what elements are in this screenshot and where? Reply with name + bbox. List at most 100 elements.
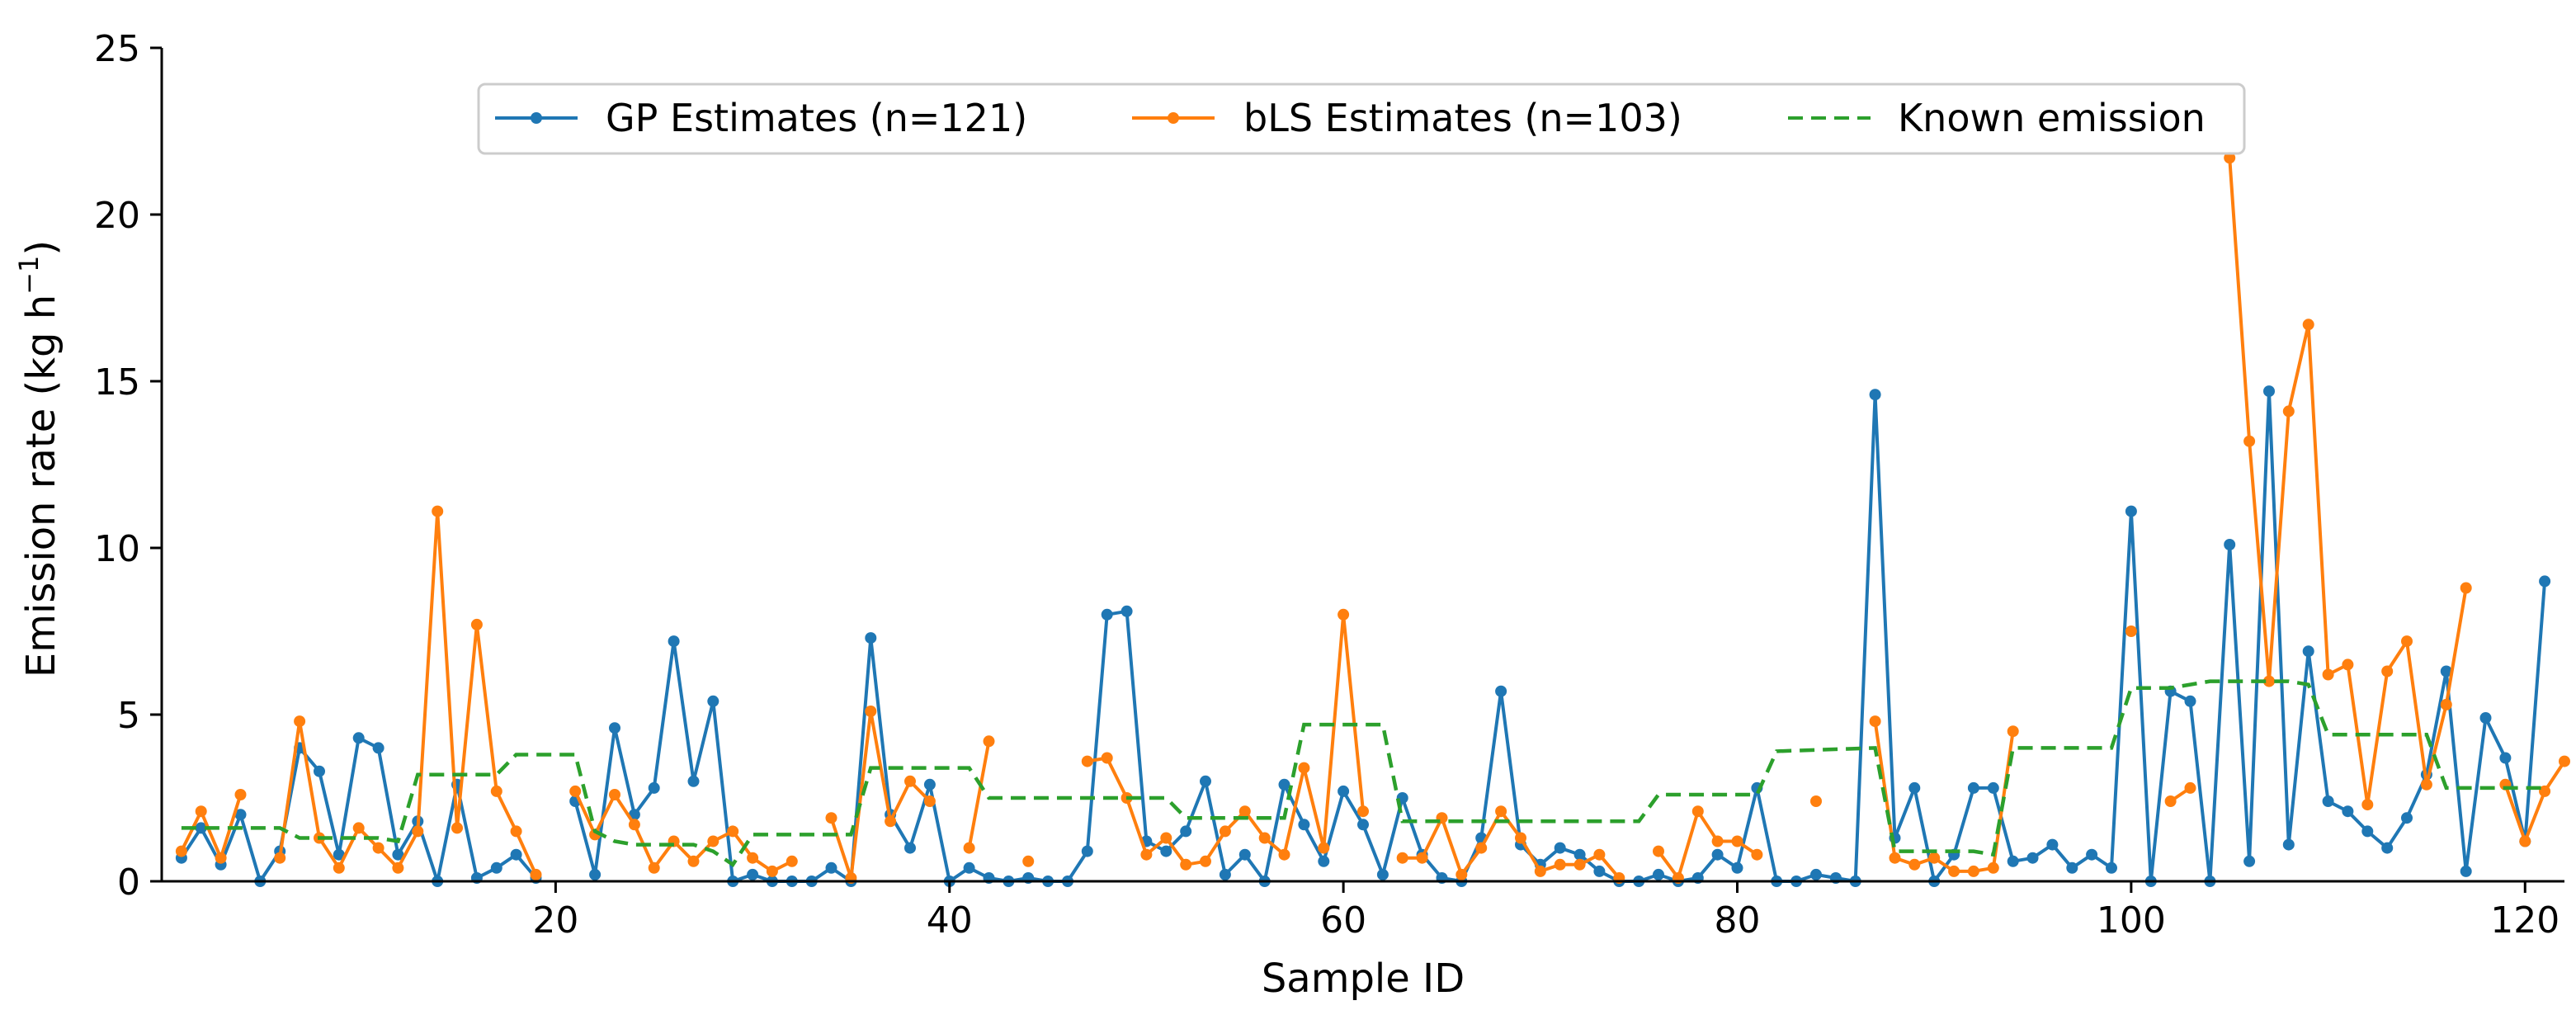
data-point [1967,781,1979,794]
data-point [1495,805,1507,818]
data-point [1357,805,1369,818]
data-point [274,852,286,864]
data-point [1928,852,1941,864]
data-point [1396,852,1408,864]
data-point [2263,675,2275,687]
y-tick-label: 20 [94,195,140,237]
data-point [1338,785,1350,797]
data-point [1573,858,1586,871]
x-tick-label: 60 [1320,899,1366,942]
x-tick-label: 100 [2097,899,2166,942]
data-point [2559,755,2570,767]
data-point [432,505,444,517]
data-point [2164,795,2177,807]
data-point [2361,825,2374,838]
data-point [1200,855,1211,867]
data-point [352,822,365,834]
y-axis-title: Emission rate (kg h−1) [13,240,64,677]
data-point [392,848,404,861]
x-tick-label: 40 [927,899,973,942]
data-point [1180,858,1192,871]
data-point [1298,762,1310,774]
legend-marker-bls [1168,112,1179,124]
y-axis-title-superscript: −1 [13,256,45,295]
data-point [648,781,660,794]
data-point [1751,848,1763,861]
data-point [1101,752,1113,764]
data-point [1200,775,1211,787]
y-tick-label: 10 [94,528,140,570]
data-point [1278,778,1290,791]
data-point [234,809,247,821]
data-point [2322,795,2334,807]
data-point [1219,868,1231,880]
data-point [1889,852,1901,864]
data-point [1593,848,1606,861]
data-point [2302,319,2314,331]
data-point [195,822,207,834]
data-point [1534,865,1546,877]
data-point [609,789,620,800]
data-point [1238,805,1251,818]
data-point [865,706,877,717]
data-point [2499,752,2512,764]
data-point [2401,635,2413,648]
data-point [923,778,936,791]
data-point [1338,608,1350,621]
series-bls-estimates-n-103 [175,152,2570,884]
data-point [2106,861,2117,874]
data-point [707,695,719,707]
data-point [2184,695,2196,707]
data-point [2224,539,2236,550]
data-point [766,865,778,877]
data-point [2440,698,2452,710]
data-point [1081,755,1093,767]
data-point [983,735,995,748]
data-point [1711,835,1724,847]
data-point [668,635,680,648]
data-point [510,825,522,838]
data-point [727,825,739,838]
data-point [2460,582,2472,594]
data-point [628,819,640,831]
series-known-emission [181,679,2545,867]
data-point [195,805,207,818]
data-point [2243,855,2256,867]
data-point [1731,835,1743,847]
x-axis-title: Sample ID [1262,956,1465,1002]
data-point [1731,861,1743,874]
y-tick-label: 15 [94,361,140,404]
data-point [825,812,837,824]
data-point [352,732,365,744]
data-point [904,842,916,854]
data-point [2046,838,2059,851]
data-point [1238,848,1251,861]
data-point [2184,781,2196,794]
data-point [2282,405,2295,418]
data-point [215,852,227,864]
data-point [865,632,877,644]
data-point [2243,435,2256,447]
data-point [1810,795,1822,807]
data-point [2224,152,2236,164]
legend-label-bls: bLS Estimates (n=103) [1243,96,1682,140]
data-point [294,715,306,728]
data-point [1376,868,1389,880]
data-point [1416,852,1428,864]
data-point [923,795,936,807]
y-axis-title-main: Emission rate (kg h [18,295,64,677]
legend-marker-gp [531,112,542,124]
y-tick-label: 0 [117,861,140,904]
x-tick-label: 120 [2490,899,2559,942]
legend-label-gp: GP Estimates (n=121) [606,96,1027,140]
data-point [1180,825,1192,838]
data-point [1140,848,1153,861]
data-point [1711,848,1724,861]
data-point [1653,845,1664,857]
data-point [1869,389,1881,401]
data-point [1987,861,1999,874]
data-point [1121,605,1133,617]
y-axis-title-close: ) [18,240,64,256]
data-point [2479,712,2492,724]
